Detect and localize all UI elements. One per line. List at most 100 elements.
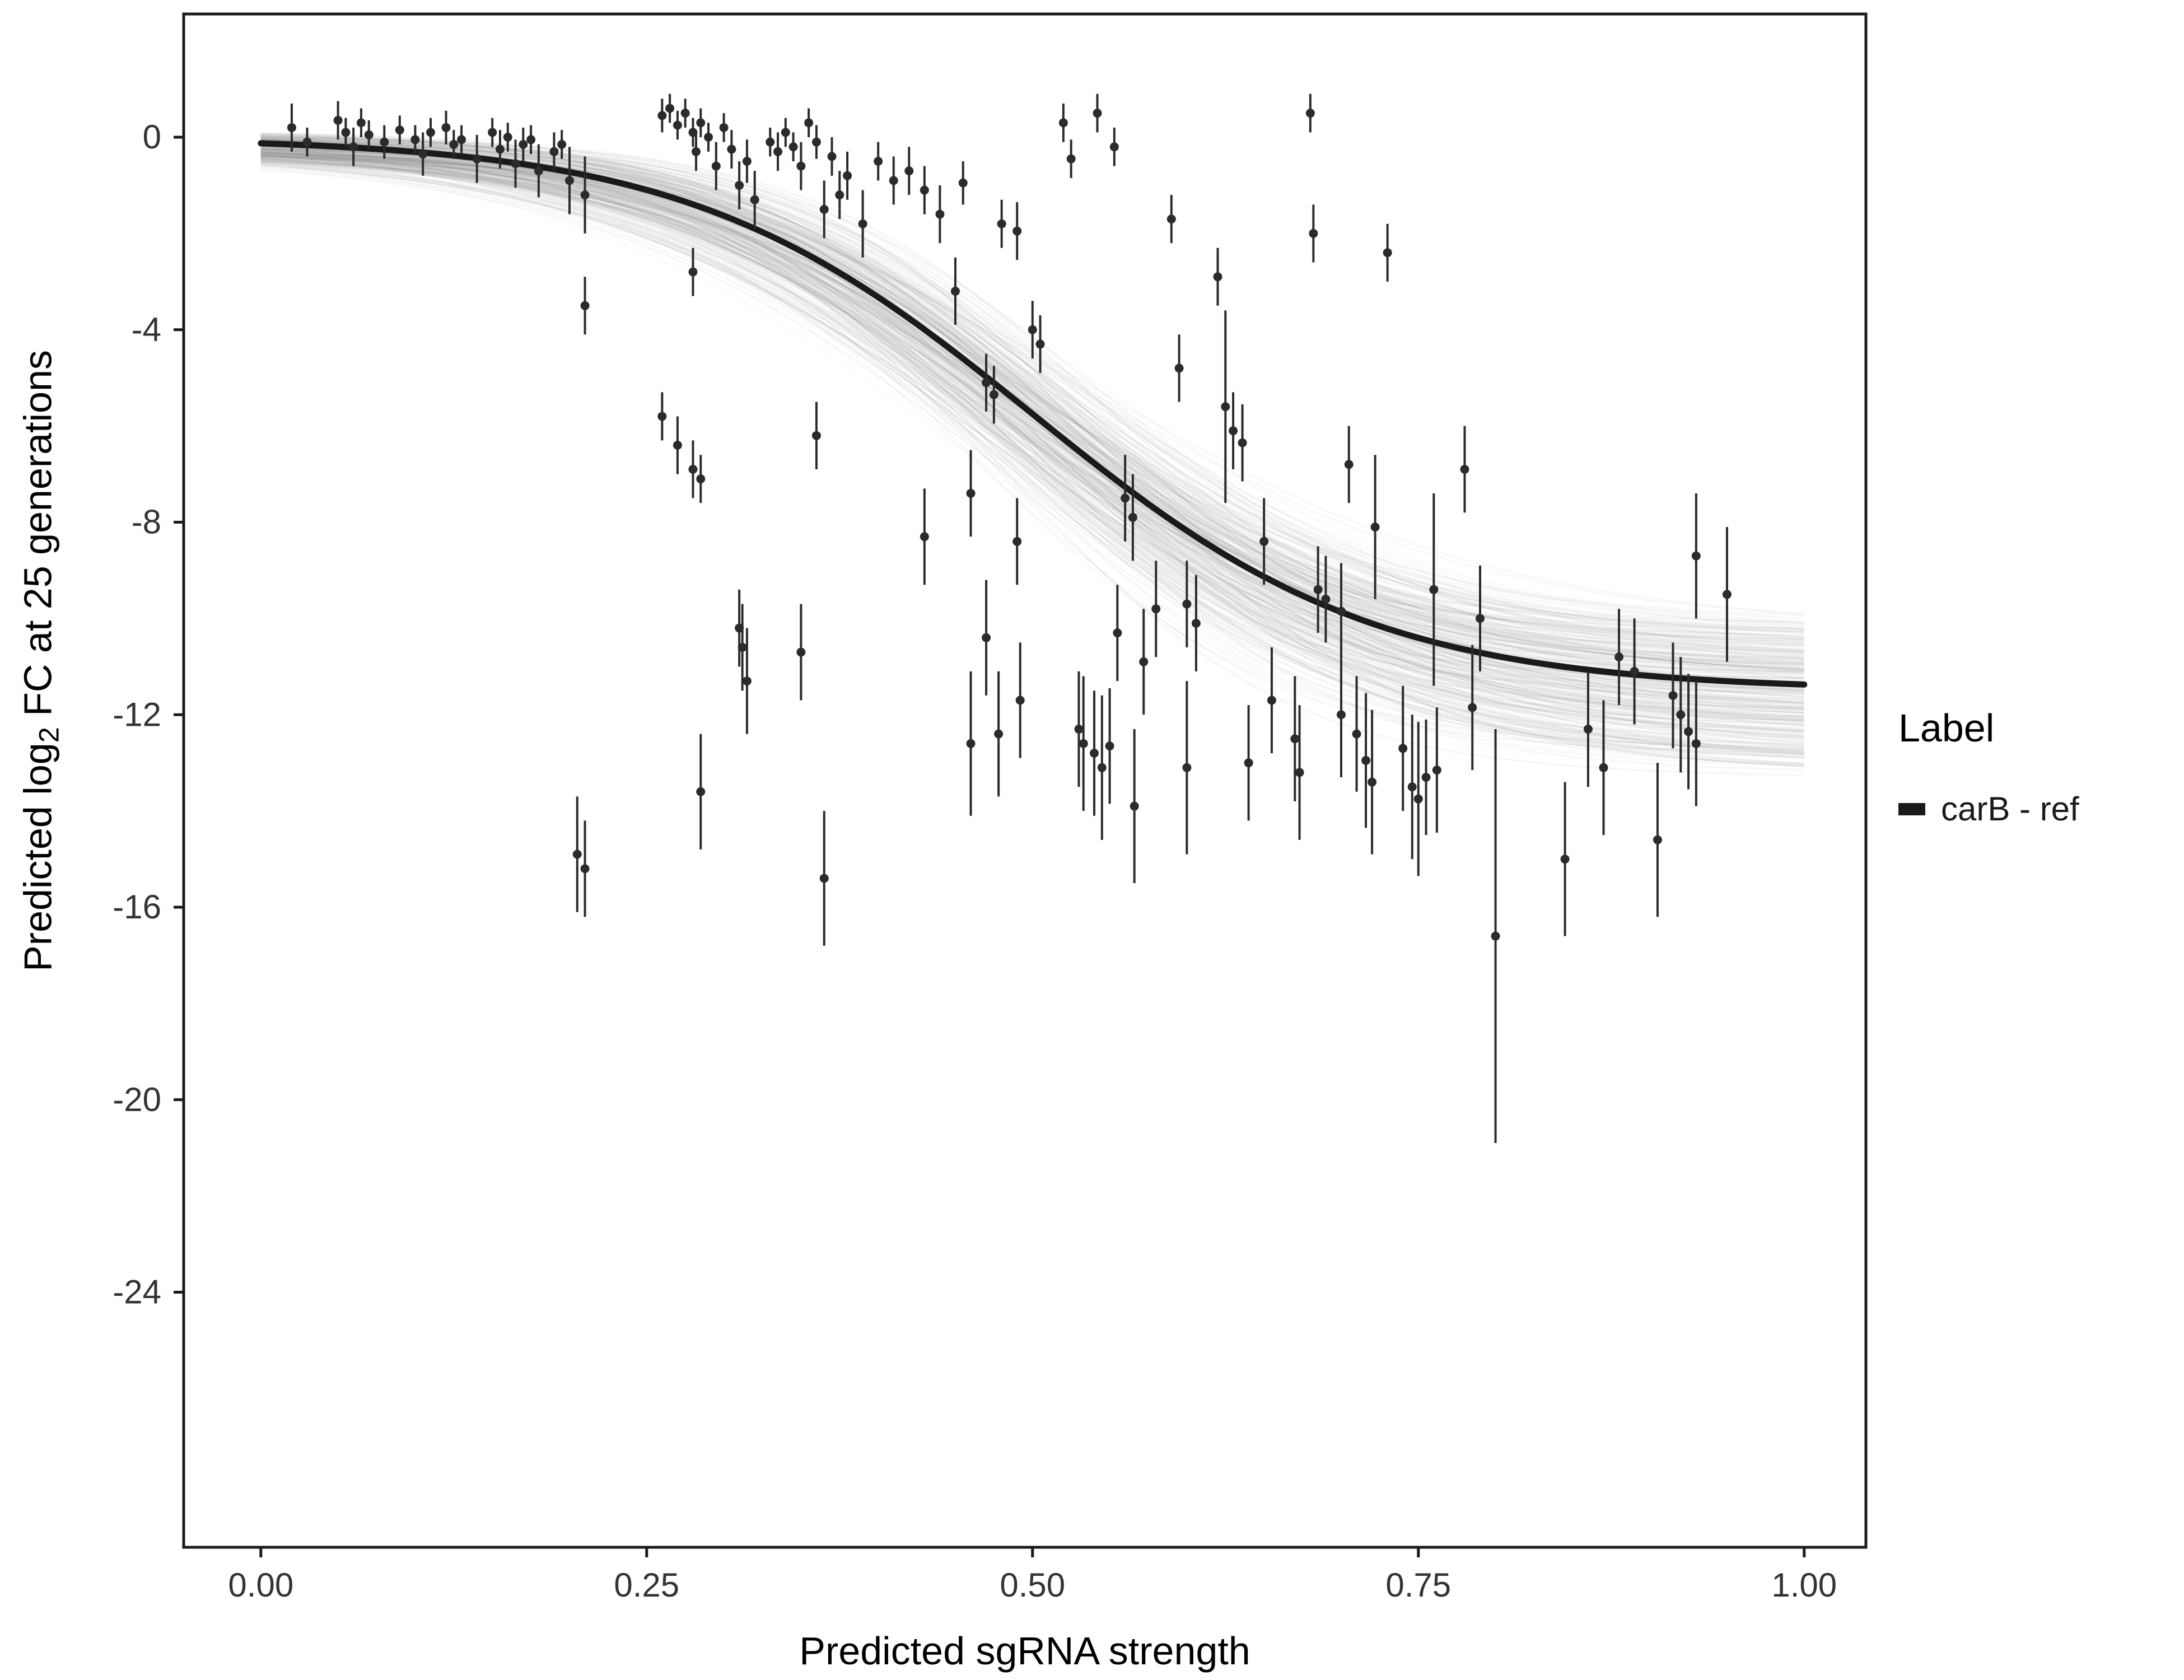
data-point [1413,794,1423,804]
data-point [580,864,590,874]
data-point [1722,590,1732,599]
data-point [958,178,968,188]
data-point [819,204,829,214]
data-point [982,378,991,388]
data-point [1684,727,1693,736]
data-points [287,94,1732,1144]
data-point [673,120,682,130]
data-point [564,176,574,185]
data-point [1370,522,1380,532]
data-point [742,156,752,166]
data-point [688,267,698,277]
data-point [691,147,701,156]
data-point [1313,585,1323,594]
data-point [920,185,929,195]
data-point [1398,744,1408,753]
x-tick-label: 0.75 [1385,1566,1451,1604]
data-point [1599,763,1608,772]
legend-entry-label: carB - ref [1941,790,2079,828]
data-point [1109,142,1119,152]
data-point [904,166,914,176]
data-point [1653,835,1662,844]
y-axis-title-prefix: Predicted log [16,743,60,972]
data-point [1182,763,1192,772]
data-point [557,139,567,149]
data-point [680,109,690,118]
data-point [711,161,721,171]
data-point [704,133,713,142]
data-point [1121,493,1130,503]
data-point [364,130,374,139]
data-point [1113,628,1122,638]
x-tick-label: 1.00 [1771,1566,1837,1604]
data-point [994,729,1004,739]
y-axis: 0 -4 -8 -12 -16 -20 -24 [113,118,184,1311]
data-point [835,190,844,200]
data-point [1182,599,1192,609]
data-point [472,154,482,164]
data-point [1429,585,1439,594]
data-point [580,190,590,200]
panel-border [182,12,1868,1549]
data-point [719,123,729,132]
data-point [1336,606,1346,616]
data-point [1012,226,1022,236]
data-point [1166,214,1176,224]
data-point [534,166,543,176]
data-point [457,135,466,144]
data-point [410,135,420,144]
data-point [511,159,520,169]
data-point [989,390,998,399]
data-point [580,301,590,310]
data-point [843,171,852,180]
y-tick-label: -24 [113,1273,161,1311]
data-point [1361,755,1371,765]
data-point [1321,595,1331,604]
data-point [1074,725,1084,734]
data-point [356,118,366,128]
legend-key-swatch [1898,802,1925,815]
data-point [1352,729,1361,739]
data-point [766,137,775,147]
data-point [950,287,960,296]
data-point [796,161,806,171]
data-point [781,128,790,137]
data-point [1191,618,1201,628]
data-point [874,156,883,166]
legend: Label carB - ref [1898,706,2079,828]
data-point [395,125,404,135]
data-point [727,144,736,154]
data-point [811,431,821,440]
x-tick-label: 0.50 [1000,1566,1065,1604]
data-point [773,147,783,156]
data-point [1309,228,1318,238]
data-point [1668,690,1678,700]
legend-entry-carb-ref: carB - ref [1898,790,2079,828]
x-axis: 0.00 0.25 0.50 0.75 1.00 [228,1547,1837,1604]
data-point [1151,604,1161,614]
data-point [1244,758,1253,768]
data-point [441,123,451,132]
data-point [1383,248,1392,258]
data-point [696,787,706,796]
data-point [827,152,837,161]
data-point [503,133,512,142]
y-axis-title-subscript: 2 [32,727,65,743]
data-point [1213,272,1222,282]
data-point [742,676,752,686]
data-point [920,532,929,542]
data-point [665,104,675,113]
data-point [333,115,343,125]
data-point [657,111,667,120]
data-point [1267,696,1276,705]
data-point [1421,772,1431,782]
data-point [819,874,829,883]
data-point [673,441,682,450]
data-point [1093,109,1102,118]
data-point [519,139,528,149]
y-tick-label: -4 [132,311,161,348]
data-point [549,147,559,156]
data-point [1035,339,1045,349]
data-point [750,195,759,204]
